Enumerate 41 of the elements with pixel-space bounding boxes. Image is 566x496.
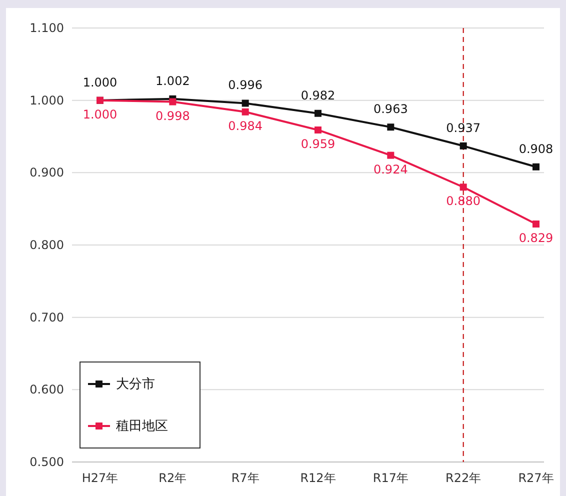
point (532, 220, 540, 228)
data-label: 0.924 (373, 162, 408, 176)
data-label: 0.959 (300, 136, 336, 151)
point (387, 152, 394, 159)
legend-label: 大分市 (116, 377, 155, 392)
point (314, 126, 322, 134)
x-tick-label: R12年 (300, 471, 336, 485)
data-label: 0.908 (518, 142, 554, 156)
data-label: 1.000 (82, 107, 118, 122)
y-tick-label: 0.900 (30, 166, 64, 180)
y-tick-label: 0.600 (30, 382, 64, 397)
data-label: 0.829 (518, 231, 554, 246)
point (314, 110, 322, 117)
point (532, 163, 540, 170)
y-tick-label: 0.700 (30, 310, 64, 324)
data-label: 0.998 (155, 108, 190, 123)
x-tick-label: R17年 (372, 471, 408, 485)
data-label: 0.963 (373, 102, 408, 116)
point (242, 100, 249, 107)
y-tick-label: 1.100 (30, 21, 64, 35)
y-tick-label: 0.500 (30, 455, 64, 469)
x-tick-label: R22年 (446, 471, 482, 485)
data-label: 0.880 (446, 194, 481, 208)
point (169, 98, 176, 106)
y-tick-label: 0.800 (30, 238, 64, 252)
x-tick-label: H27年 (82, 471, 118, 485)
data-label: 1.002 (155, 74, 190, 88)
point (460, 142, 467, 150)
legend-label: 稙田地区 (116, 419, 168, 434)
y-tick-label: 1.000 (30, 93, 64, 108)
point (387, 124, 394, 131)
x-tick-label: R2年 (158, 471, 187, 485)
data-label: 1.000 (82, 75, 118, 90)
data-label: 0.982 (300, 88, 336, 102)
x-tick-label: R27年 (518, 471, 554, 485)
x-tick-label: R7年 (231, 471, 260, 485)
point (460, 184, 467, 191)
point (242, 108, 249, 116)
data-label: 0.996 (228, 78, 263, 92)
data-label: 0.937 (446, 120, 481, 135)
data-label: 0.984 (228, 118, 263, 133)
